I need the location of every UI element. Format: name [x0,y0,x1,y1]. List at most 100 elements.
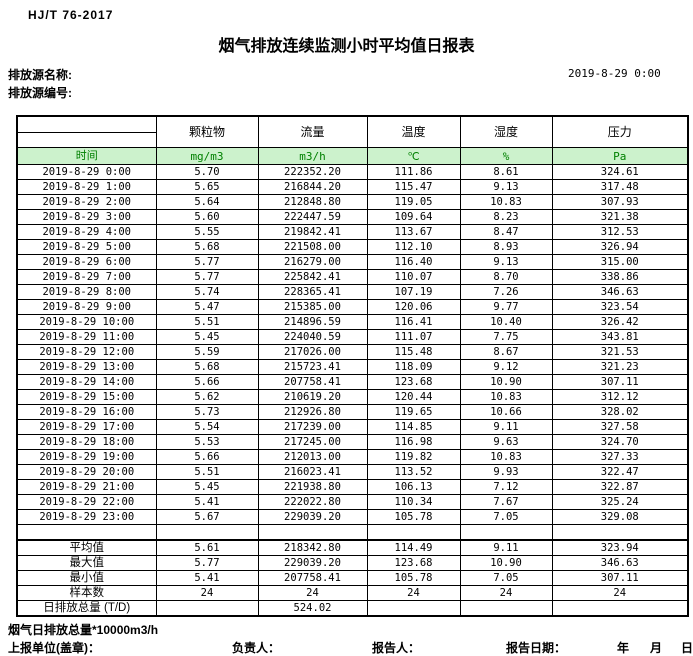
value-cell: 322.87 [551,479,689,495]
col-header-temperature: 温度 [366,115,461,148]
value-cell: 10.66 [459,404,553,420]
value-cell: 10.40 [459,314,553,330]
value-cell: 8.61 [459,164,553,180]
spacer-row [16,524,689,541]
value-cell: 24 [257,585,368,601]
value-cell: 326.94 [551,239,689,255]
value-cell: 5.70 [155,164,259,180]
time-cell: 2019-8-29 0:00 [16,164,157,180]
unit-particulate: mg/m3 [155,147,259,165]
value-cell: 9.13 [459,254,553,270]
value-cell [366,524,461,541]
value-cell: 212848.80 [257,194,368,210]
value-cell: 323.94 [551,539,689,556]
table-row: 2019-8-29 6:00 5.77 216279.00 116.40 9.13 315… [16,254,689,270]
value-cell: 116.98 [366,434,461,450]
value-cell: 5.54 [155,419,259,435]
value-cell: 9.11 [459,419,553,435]
time-cell: 2019-8-29 5:00 [16,239,157,255]
time-cell: 2019-8-29 13:00 [16,359,157,375]
summary-label-cell: 最大值 [16,555,157,571]
table-row: 2019-8-29 8:00 5.74 228365.41 107.19 7.26 346… [16,284,689,300]
time-cell: 2019-8-29 2:00 [16,194,157,210]
time-header-cell: 时间 [16,147,157,165]
value-cell: 219842.41 [257,224,368,240]
time-cell: 2019-8-29 1:00 [16,179,157,195]
value-cell: 5.47 [155,299,259,315]
table-row: 2019-8-29 7:00 5.77 225842.41 110.07 8.70 338… [16,269,689,285]
value-cell: 321.38 [551,209,689,225]
value-cell: 8.47 [459,224,553,240]
page-title: 烟气排放连续监测小时平均值日报表 [218,38,475,55]
value-cell: 5.68 [155,359,259,375]
value-cell: 217239.00 [257,419,368,435]
value-cell: 217026.00 [257,344,368,360]
time-cell: 2019-8-29 19:00 [16,449,157,465]
value-cell: 315.00 [551,254,689,270]
summary-label-cell: 日排放总量 (T/D) [16,600,157,617]
value-cell: 5.66 [155,449,259,465]
value-cell: 5.61 [155,539,259,556]
table-row: 2019-8-29 2:00 5.64 212848.80 119.05 10.83 30… [16,194,689,210]
standard-number: HJ/T 76-2017 [28,8,114,22]
table-row: 2019-8-29 13:00 5.68 215723.41 118.09 9.12 32… [16,359,689,375]
value-cell: 5.60 [155,209,259,225]
value-cell: 338.86 [551,269,689,285]
value-cell: 115.47 [366,179,461,195]
value-cell: 113.52 [366,464,461,480]
value-cell: 7.12 [459,479,553,495]
value-cell: 221938.80 [257,479,368,495]
value-cell: 225842.41 [257,269,368,285]
time-cell: 2019-8-29 10:00 [16,314,157,330]
value-cell [155,600,259,617]
value-cell: 5.64 [155,194,259,210]
time-cell [16,524,157,541]
col-header-humidity: 湿度 [459,115,553,148]
col-header-pressure: 压力 [551,115,689,148]
summary-row: 最大值 5.77 229039.20 123.68 10.90 346.63 [16,555,689,571]
table-row: 2019-8-29 5:00 5.68 221508.00 112.10 8.93 326… [16,239,689,255]
value-cell [257,524,368,541]
value-cell: 105.78 [366,509,461,525]
value-cell: 212013.00 [257,449,368,465]
value-cell: 7.05 [459,570,553,586]
value-cell: 5.65 [155,179,259,195]
value-cell [459,524,553,541]
responsible-person-label: 负责人： [232,641,281,655]
time-cell: 2019-8-29 21:00 [16,479,157,495]
value-cell: 9.11 [459,539,553,556]
value-cell: 222447.59 [257,209,368,225]
time-cell: 2019-8-29 4:00 [16,224,157,240]
value-cell: 106.13 [366,479,461,495]
value-cell: 5.74 [155,284,259,300]
table-row: 2019-8-29 12:00 5.59 217026.00 115.48 8.67 32… [16,344,689,360]
year-label: 年 [617,641,630,655]
value-cell: 9.77 [459,299,553,315]
value-cell: 229039.20 [257,555,368,571]
value-cell: 524.02 [257,600,368,617]
time-cell: 2019-8-29 23:00 [16,509,157,525]
time-cell: 2019-8-29 7:00 [16,269,157,285]
value-cell: 207758.41 [257,374,368,390]
value-cell: 343.81 [551,329,689,345]
value-cell: 327.33 [551,449,689,465]
value-cell: 215723.41 [257,359,368,375]
value-cell: 329.08 [551,509,689,525]
value-cell: 321.53 [551,344,689,360]
value-cell [551,600,689,617]
value-cell: 8.23 [459,209,553,225]
value-cell: 321.23 [551,359,689,375]
value-cell: 217245.00 [257,434,368,450]
table-row: 2019-8-29 4:00 5.55 219842.41 113.67 8.47 312… [16,224,689,240]
time-cell: 2019-8-29 14:00 [16,374,157,390]
summary-row: 最小值 5.41 207758.41 105.78 7.05 307.11 [16,570,689,586]
value-cell: 307.11 [551,374,689,390]
table-row: 2019-8-29 15:00 5.62 210619.20 120.44 10.83 3… [16,389,689,405]
table-row: 2019-8-29 9:00 5.47 215385.00 120.06 9.77 323… [16,299,689,315]
value-cell: 312.53 [551,224,689,240]
time-cell: 2019-8-29 9:00 [16,299,157,315]
corner-cell [16,115,157,148]
value-cell: 216279.00 [257,254,368,270]
value-cell [366,600,461,617]
value-cell: 9.13 [459,179,553,195]
